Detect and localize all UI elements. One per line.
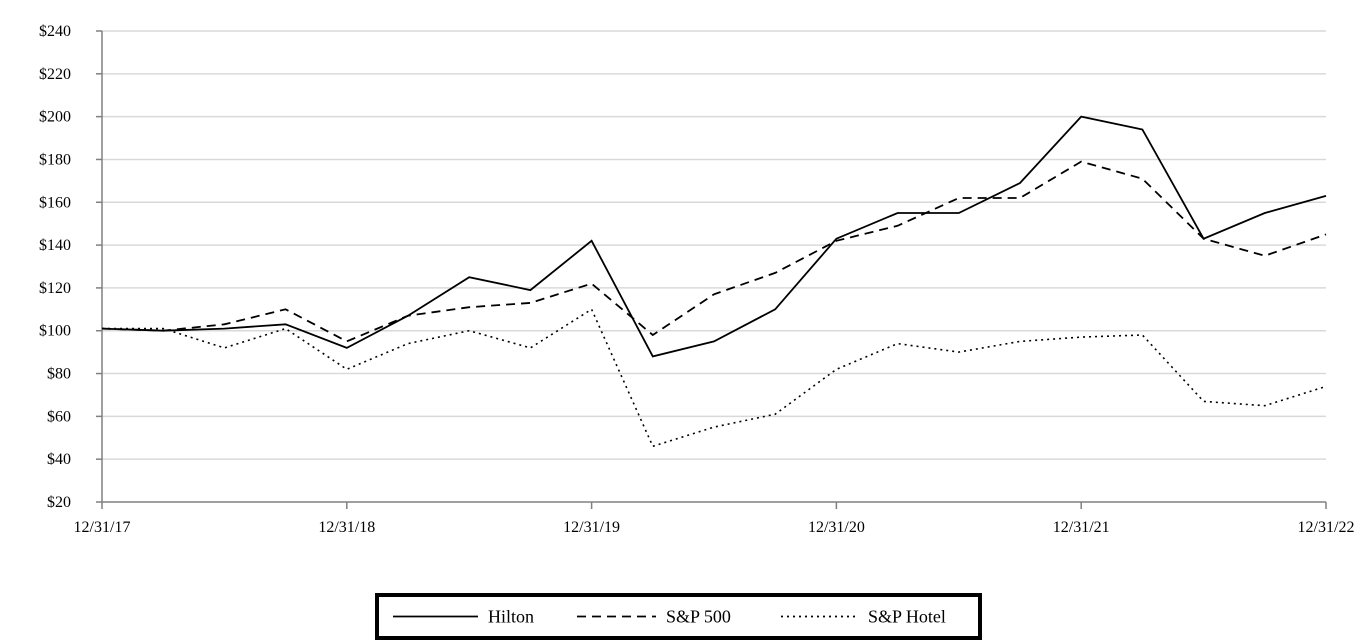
- y-tick-label: $20: [47, 494, 71, 511]
- y-axis-tick-labels: $20 $40 $60 $80 $100 $120 $140 $160 $180 $200 $220…: [39, 23, 71, 511]
- legend-label: S&P 500: [666, 607, 731, 627]
- x-axis-tick-labels: 12/31/17 12/31/18 12/31/19 12/31/20 12/31/21…: [74, 519, 1355, 536]
- legend: Hilton S&P 500 S&P Hotel: [375, 593, 982, 640]
- gridlines: [102, 30, 1326, 460]
- series-line-s-p-500: [101, 160, 1327, 343]
- legend-label: Hilton: [488, 607, 534, 627]
- legend-label: S&P Hotel: [868, 607, 946, 627]
- x-tick-label: 12/31/20: [808, 519, 865, 536]
- y-tick-label: $100: [39, 323, 71, 340]
- x-tick-label: 12/31/21: [1053, 519, 1110, 536]
- series-lines: [101, 115, 1327, 448]
- y-tick-label: $240: [39, 23, 71, 40]
- x-tick-label: 12/31/18: [318, 519, 375, 536]
- y-tick-label: $180: [39, 151, 71, 168]
- x-tick-label: 12/31/17: [74, 519, 131, 536]
- y-tick-label: $200: [39, 109, 71, 126]
- series-line-hilton: [101, 115, 1327, 358]
- series-line-s-p-hotel: [102, 308, 1327, 448]
- x-tick-label: 12/31/22: [1298, 519, 1355, 536]
- y-tick-label: $160: [39, 194, 71, 211]
- y-tick-label: $80: [47, 366, 71, 383]
- axes: [96, 30, 1327, 509]
- y-tick-label: $120: [39, 280, 71, 297]
- y-tick-label: $220: [39, 66, 71, 83]
- y-tick-label: $140: [39, 237, 71, 254]
- y-tick-label: $60: [47, 408, 71, 425]
- x-tick-label: 12/31/19: [563, 519, 620, 536]
- y-tick-label: $40: [47, 451, 71, 468]
